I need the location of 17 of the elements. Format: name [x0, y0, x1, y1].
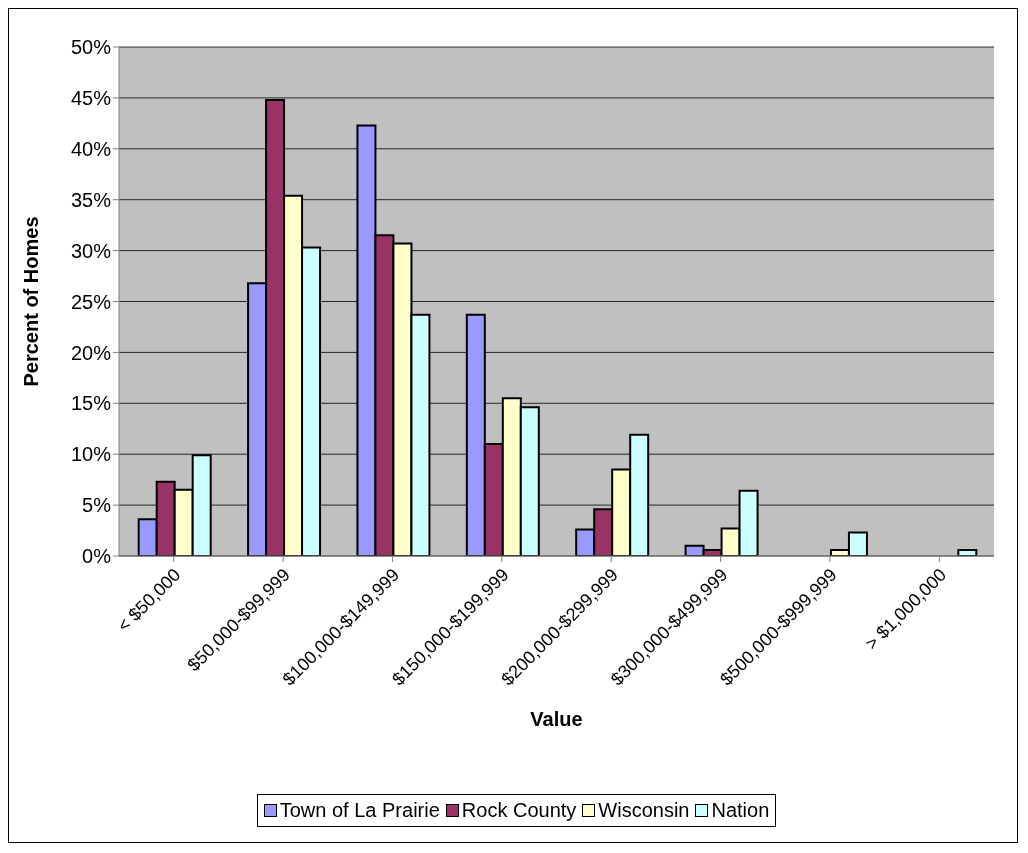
y-tick-label: 25% [70, 290, 112, 313]
y-tick-label: 50% [70, 36, 112, 59]
legend-label: Nation [710, 799, 770, 822]
y-tick-label: 15% [70, 392, 112, 415]
y-tick-label: 35% [70, 188, 112, 211]
legend-label: Wisconsin [597, 799, 690, 822]
y-tick-label: 30% [70, 239, 112, 262]
y-tick-label: 0% [82, 545, 112, 568]
y-tick-label: 20% [70, 341, 112, 364]
y-tick-label: 45% [70, 87, 112, 109]
y-axis-title: Percent of Homes [20, 216, 43, 387]
y-tick-label: 10% [70, 443, 112, 466]
y-tick-label: 40% [70, 137, 112, 160]
legend-label: Rock County [460, 799, 577, 822]
x-axis-title: Value [530, 708, 583, 730]
y-tick-label: 5% [82, 494, 112, 517]
legend-label: Town of La Prairie [278, 799, 440, 822]
